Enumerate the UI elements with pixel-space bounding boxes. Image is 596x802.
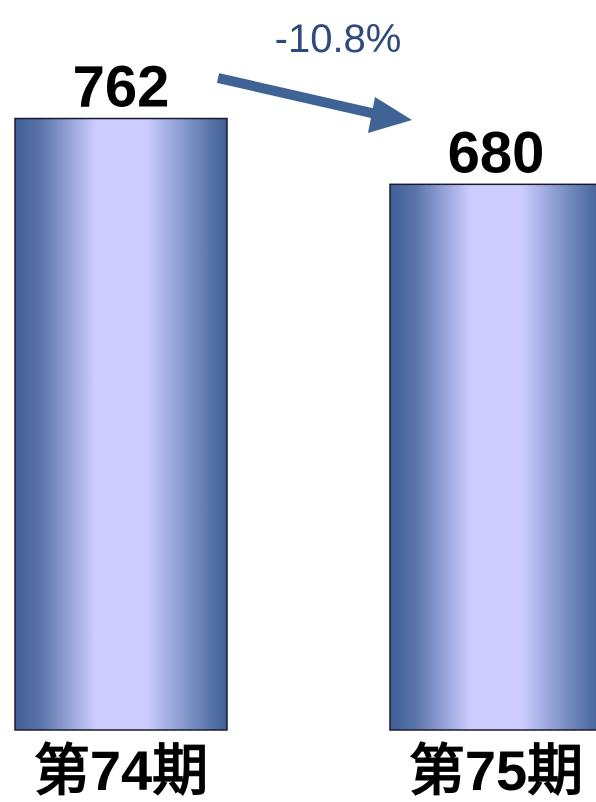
category-label-2: 第75期 (409, 739, 583, 802)
labels: 762 第74期 680 第75期 (34, 55, 583, 802)
change-percentage-label: -10.8% (275, 17, 402, 61)
decrease-arrow-head (368, 97, 412, 133)
decrease-arrow-shaft (216, 73, 387, 121)
bar-2 (389, 183, 596, 731)
bar-1 (14, 117, 228, 731)
value-label-2: 680 (448, 120, 545, 185)
value-label-1: 762 (73, 55, 170, 120)
bars (14, 117, 596, 731)
category-label-1: 第74期 (34, 739, 208, 802)
change-arrow-group: -10.8% (216, 17, 412, 133)
